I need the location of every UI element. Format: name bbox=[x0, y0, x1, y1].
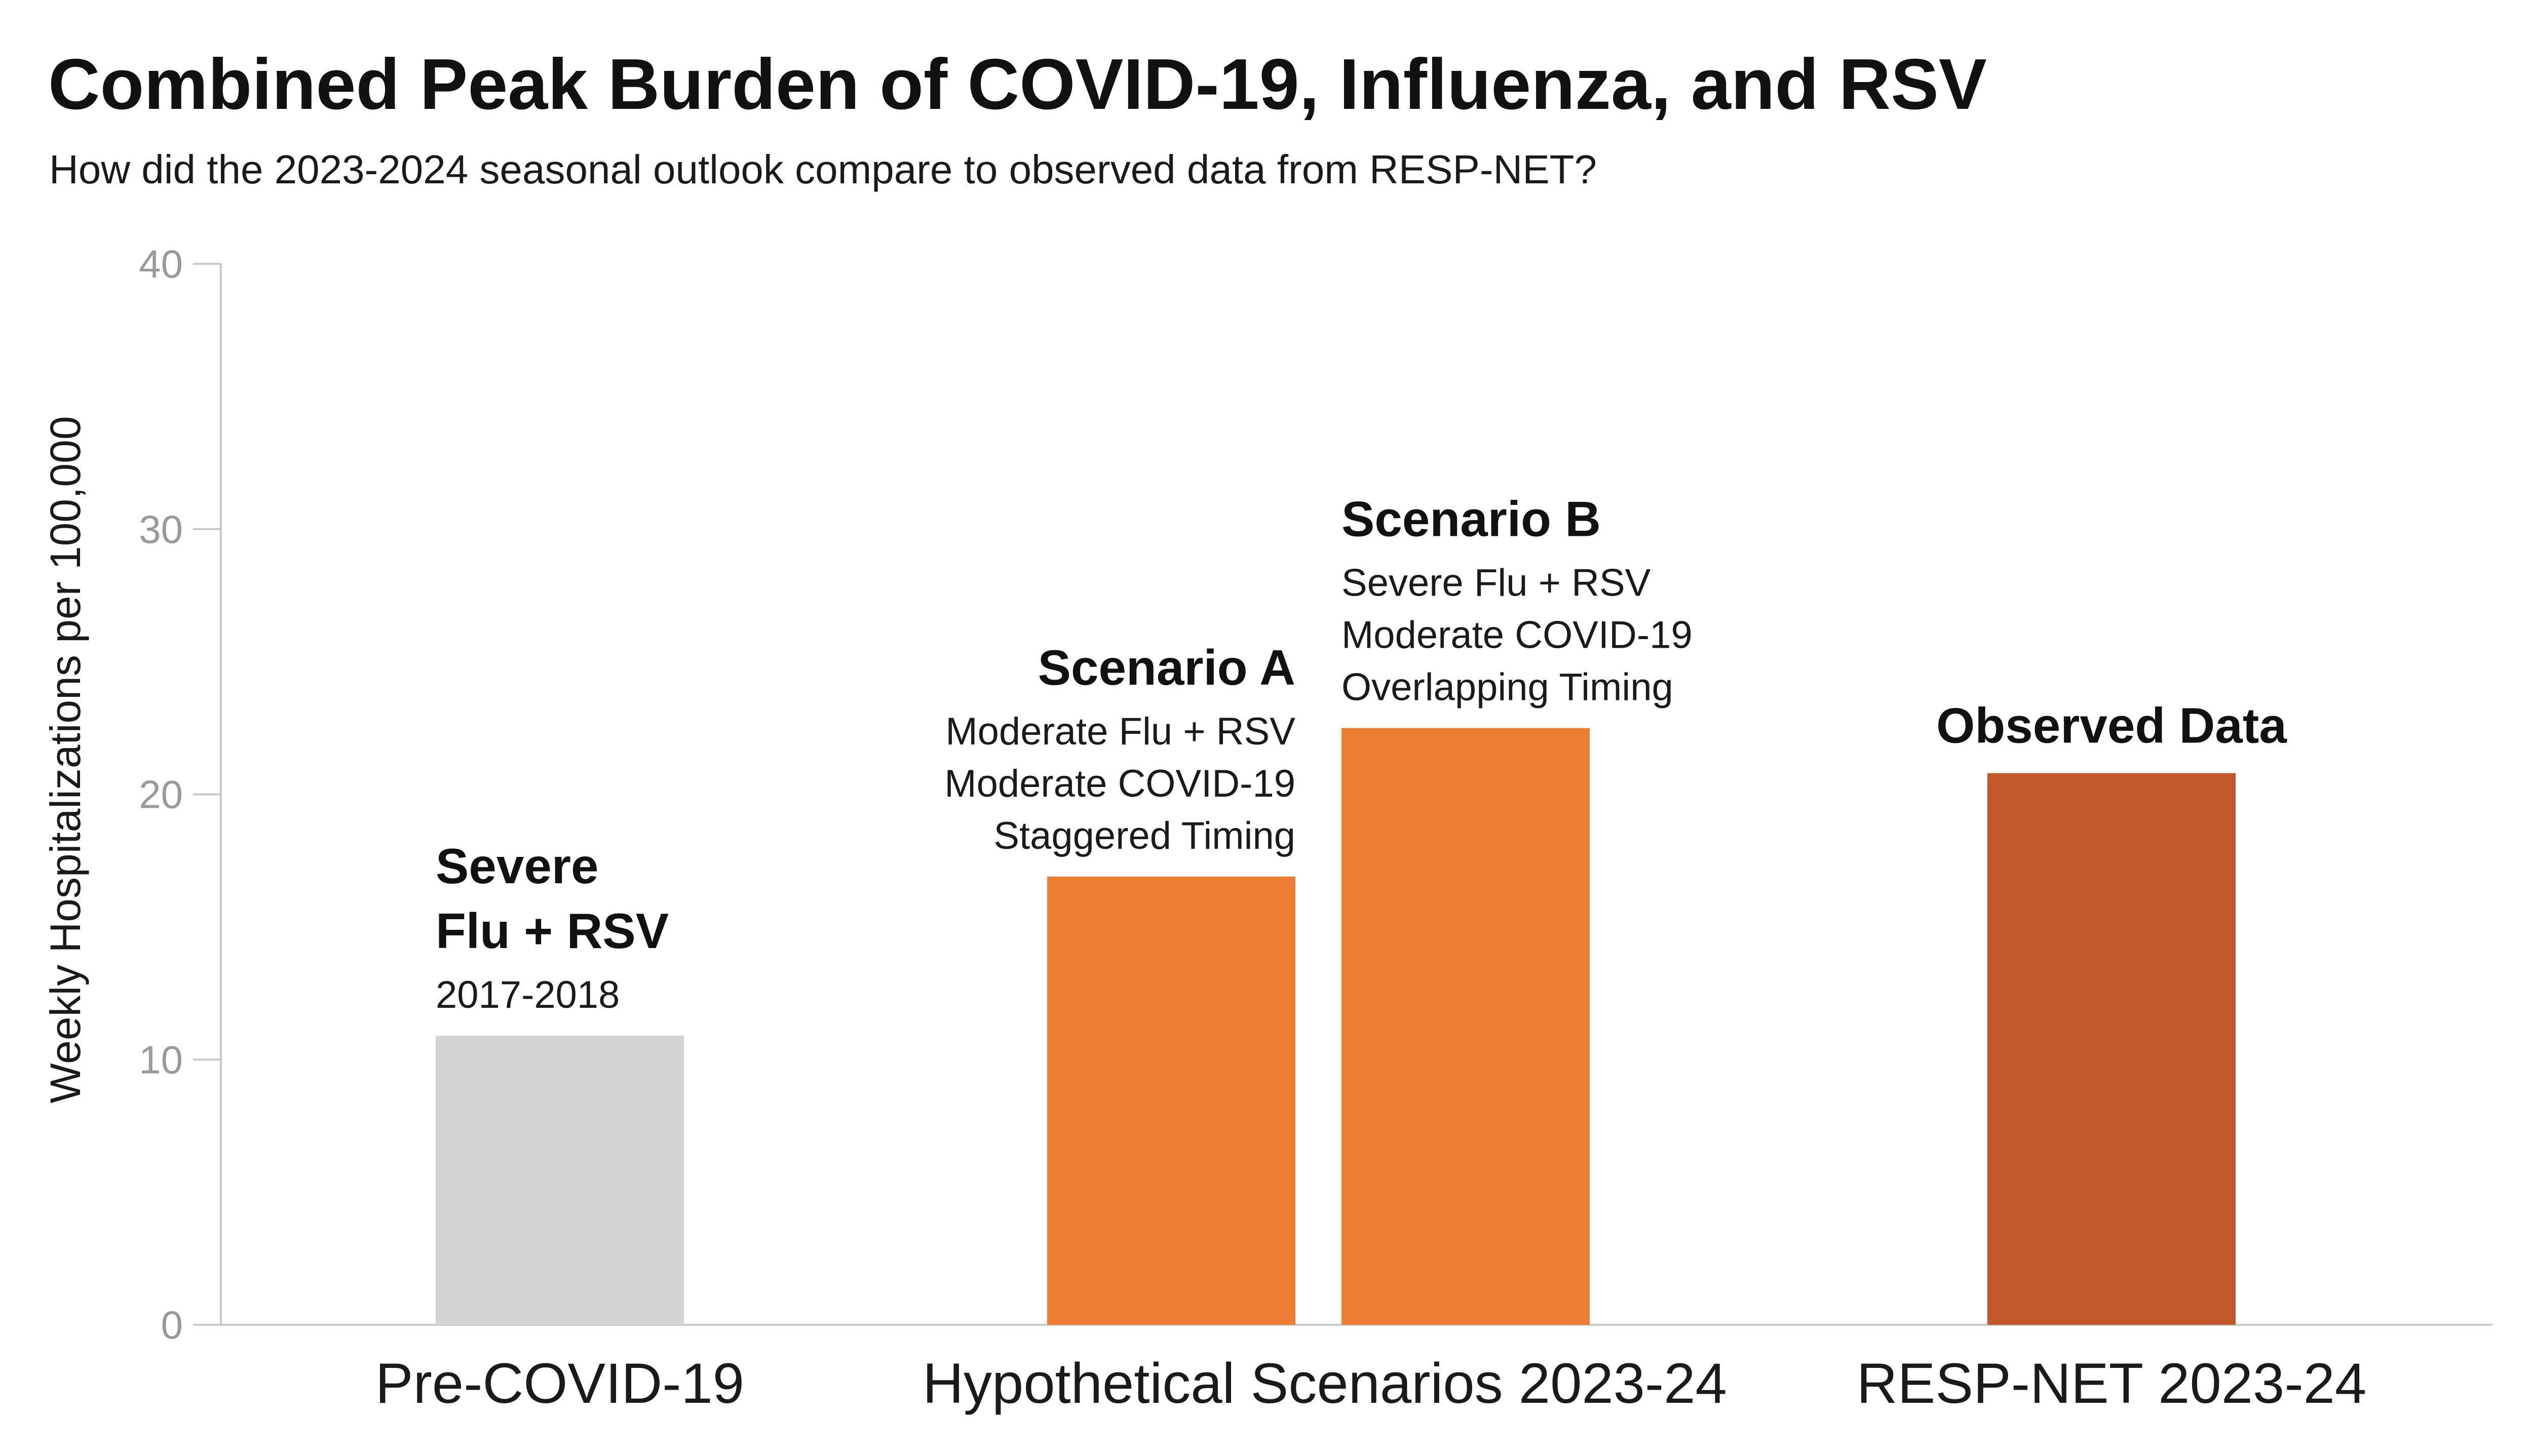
bar-annotation-title: Flu + RSV bbox=[436, 903, 669, 959]
bar-annotation-line: Severe Flu + RSV bbox=[1341, 562, 1651, 605]
bar bbox=[1987, 773, 2236, 1325]
bar-annotation-line: Moderate Flu + RSV bbox=[945, 710, 1295, 753]
bar-annotation-line: Moderate COVID-19 bbox=[1341, 614, 1693, 657]
chart-title: Combined Peak Burden of COVID-19, Influe… bbox=[48, 44, 1987, 125]
bar bbox=[1341, 728, 1590, 1325]
bar bbox=[436, 1036, 684, 1325]
bar-annotation-line: Overlapping Timing bbox=[1341, 666, 1673, 709]
y-tick-label: 30 bbox=[139, 507, 183, 552]
bar-annotation-line: Moderate COVID-19 bbox=[944, 762, 1295, 805]
bar-annotation-title: Observed Data bbox=[1936, 698, 2287, 754]
category-label: Hypothetical Scenarios 2023-24 bbox=[923, 1352, 1727, 1415]
bar-annotation-title: Scenario B bbox=[1341, 491, 1601, 547]
y-tick-label: 10 bbox=[139, 1037, 183, 1082]
bar-annotation-line: Staggered Timing bbox=[993, 814, 1295, 857]
chart-subtitle: How did the 2023-2024 seasonal outlook c… bbox=[49, 147, 1597, 192]
category-labels: Pre-COVID-19 Hypothetical Scenarios 2023-… bbox=[375, 1352, 2366, 1415]
bar-annotations: Severe Flu + RSV 2017-2018 Scenario A Modera… bbox=[436, 491, 2287, 1017]
bar-annotation-title: Scenario A bbox=[1038, 640, 1295, 695]
bar bbox=[1047, 876, 1295, 1325]
category-label: RESP-NET 2023-24 bbox=[1857, 1352, 2366, 1415]
category-label: Pre-COVID-19 bbox=[375, 1352, 744, 1415]
y-tick-label: 20 bbox=[139, 772, 183, 817]
y-tick-label: 0 bbox=[161, 1303, 183, 1347]
y-tick-label: 40 bbox=[139, 242, 183, 286]
bars bbox=[436, 728, 2236, 1325]
bar-annotation-title: Severe bbox=[436, 838, 599, 894]
y-axis-label: Weekly Hospitalizations per 100,000 bbox=[42, 416, 89, 1103]
bar-annotation-line: 2017-2018 bbox=[436, 973, 620, 1016]
